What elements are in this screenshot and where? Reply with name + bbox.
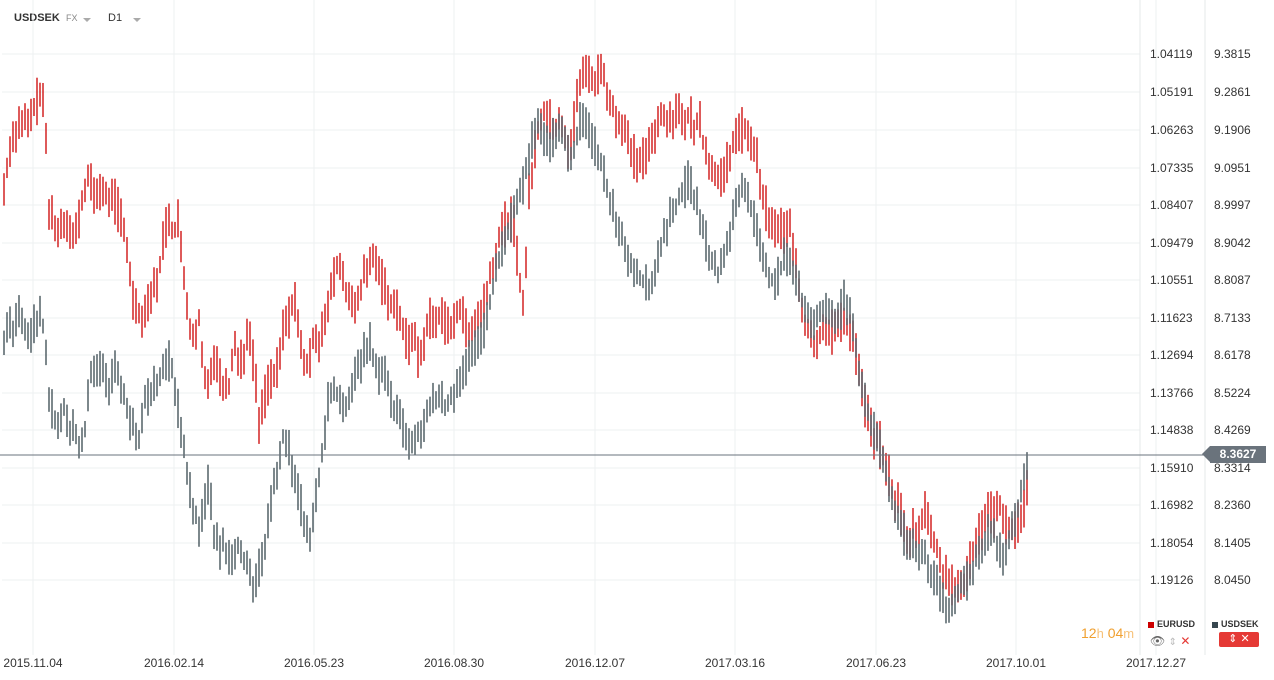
eurusd-tick-label: 1.16982 [1150,498,1194,512]
chevron-down-icon[interactable] [83,18,91,22]
date-tick-label: 2016.05.23 [284,656,344,670]
date-tick-label: 2017.12.27 [1126,656,1186,670]
countdown-m-unit: m [1123,626,1135,641]
chart-grid [2,0,1206,655]
legend-swatch [1212,621,1218,628]
eurusd-series [3,53,1028,606]
current-price-label: 8.3627 [1202,446,1266,464]
eurusd-tick-label: 1.18054 [1150,536,1194,550]
date-tick-label: 2016.02.14 [144,656,204,670]
close-icon[interactable]: ✕ [1240,633,1250,645]
date-tick-label: 2017.03.16 [705,656,765,670]
legend-item-eurusd[interactable]: EURUSD [1148,619,1195,629]
usdsek-tick-label: 8.7133 [1214,311,1251,325]
timeframe-select[interactable]: D1 [108,12,123,24]
countdown-hours: 12 [1081,625,1097,641]
chevron-down-icon[interactable] [133,18,141,22]
usdsek-tick-label: 8.3314 [1214,461,1251,475]
usdsek-tick-label: 8.8087 [1214,273,1251,287]
eurusd-tick-label: 1.07335 [1150,161,1194,175]
eurusd-tick-label: 1.04119 [1150,47,1193,61]
date-tick-label: 2015.11.04 [3,656,62,670]
usdsek-axis: 9.3815 9.2861 9.1906 9.0951 8.9997 8.9042 8.80… [1214,47,1251,587]
eurusd-controls: 👁 ⇕ ✕ [1150,634,1190,648]
eurusd-tick-label: 1.11623 [1150,311,1193,325]
usdsek-tick-label: 8.6178 [1214,348,1251,362]
eurusd-tick-label: 1.10551 [1150,273,1194,287]
eye-icon[interactable]: 👁 [1150,634,1166,648]
eurusd-tick-label: 1.13766 [1150,386,1194,400]
eurusd-tick-label: 1.05191 [1150,85,1194,99]
eurusd-tick-label: 1.06263 [1150,123,1194,137]
symbol-label[interactable]: USDSEK [14,12,60,24]
usdsek-controls: ⇕ ✕ [1219,632,1259,647]
usdsek-tick-label: 8.1405 [1214,536,1251,550]
eurusd-tick-label: 1.12694 [1150,348,1194,362]
eurusd-tick-label: 1.15910 [1150,461,1194,475]
eurusd-tick-label: 1.08407 [1150,198,1194,212]
candle-countdown: 12h 04m [1081,625,1134,641]
date-tick-label: 2016.08.30 [424,656,484,670]
usdsek-tick-label: 8.0450 [1214,573,1251,587]
usdsek-series [3,102,1028,624]
date-tick-label: 2017.10.01 [986,656,1046,670]
usdsek-tick-label: 8.9042 [1214,236,1251,250]
countdown-minutes: 04 [1107,625,1124,641]
usdsek-tick-label: 9.1906 [1214,123,1251,137]
legend-label: EURUSD [1157,619,1196,629]
reorder-icon[interactable]: ⇕ [1228,633,1238,645]
instrument-type: FX [66,13,78,23]
eurusd-tick-label: 1.19126 [1150,573,1194,587]
legend-swatch [1148,621,1154,628]
eurusd-tick-label: 1.09479 [1150,236,1194,250]
reorder-icon[interactable]: ⇕ [1168,637,1177,648]
close-icon[interactable]: ✕ [1180,634,1191,648]
legend-label: USDSEK [1221,619,1259,629]
usdsek-tick-label: 8.5224 [1214,386,1251,400]
chart-toolbar: USDSEK FX D1 [0,0,1140,36]
usdsek-tick-label: 8.2360 [1214,498,1251,512]
usdsek-tick-label: 9.0951 [1214,161,1251,175]
date-tick-label: 2017.06.23 [846,656,906,670]
date-tick-label: 2016.12.07 [565,656,625,670]
legend-item-usdsek[interactable]: USDSEK [1212,619,1259,629]
countdown-h-unit: h [1096,626,1104,641]
usdsek-tick-label: 9.2861 [1214,85,1251,99]
usdsek-tick-label: 8.4269 [1214,423,1251,437]
eurusd-axis: 1.04119 1.05191 1.06263 1.07335 1.08407 1.094… [1150,47,1194,587]
usdsek-tick-label: 8.9997 [1214,198,1251,212]
eurusd-tick-label: 1.14838 [1150,423,1194,437]
time-axis: 2015.11.04 2016.02.14 2016.05.23 2016.08.30… [3,656,1186,670]
usdsek-tick-label: 9.3815 [1214,47,1251,61]
